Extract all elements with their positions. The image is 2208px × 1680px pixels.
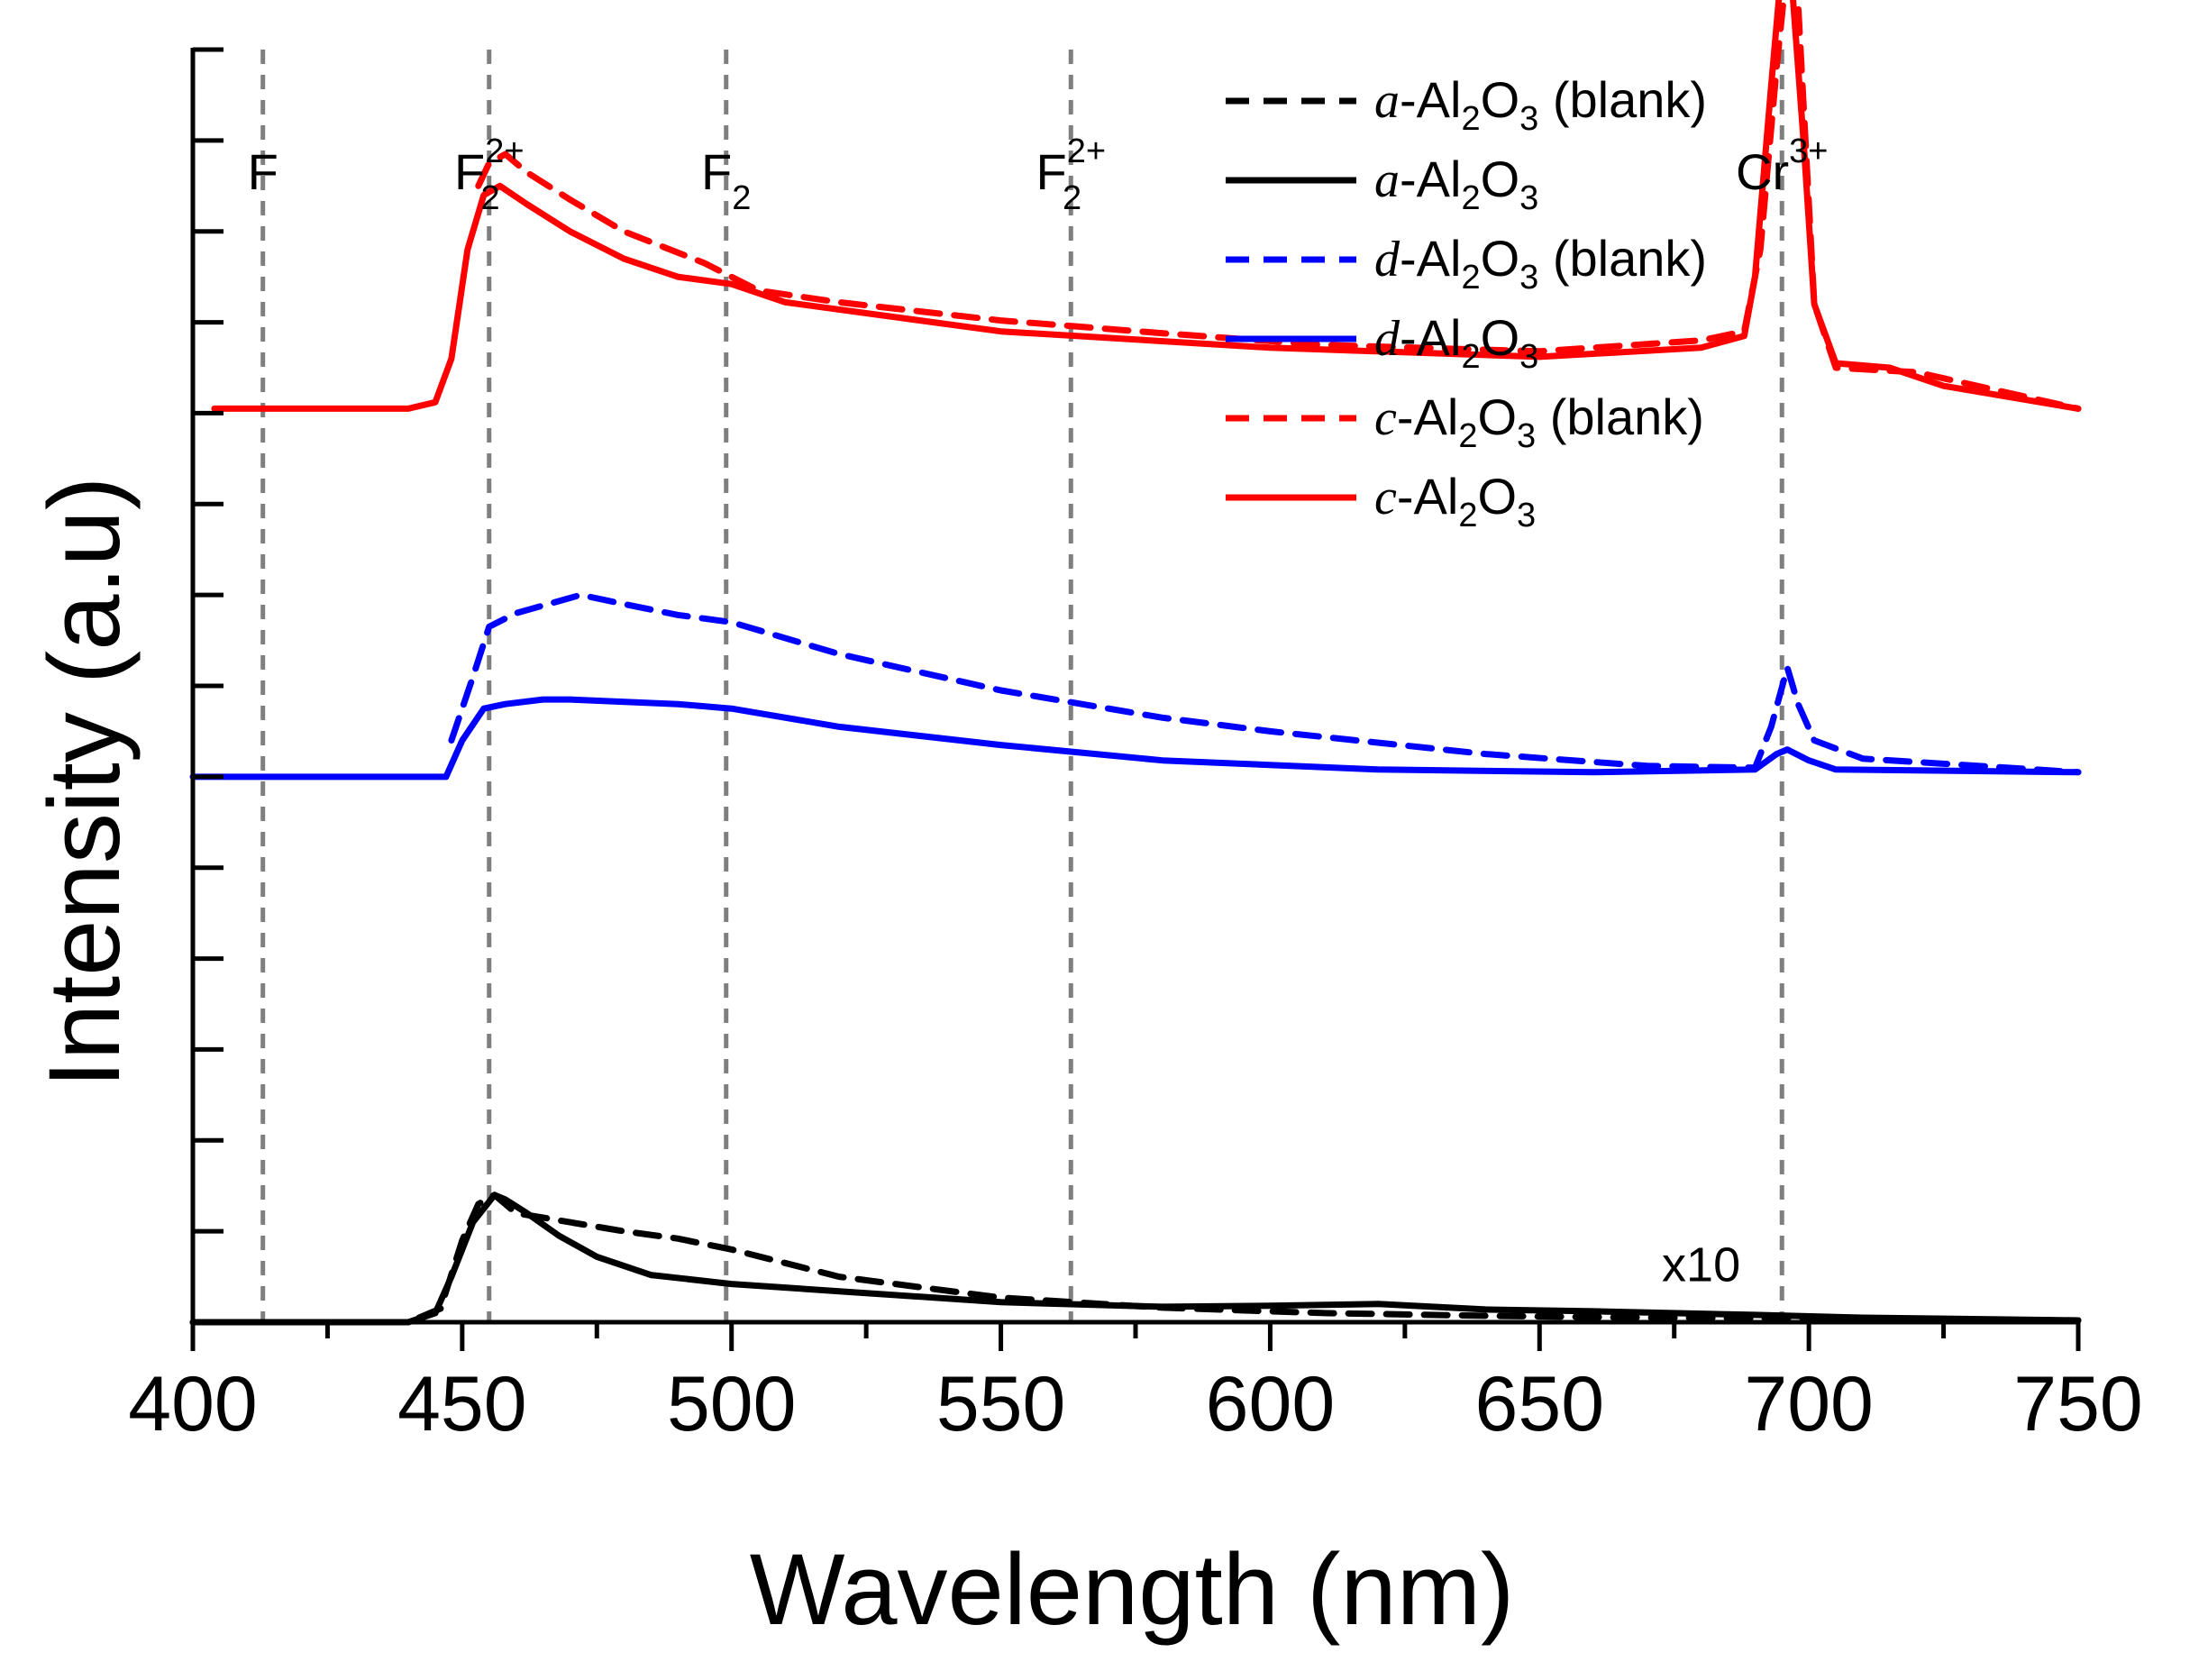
x-tick-label-2: 500: [667, 1361, 797, 1447]
x-tick-label-1: 450: [397, 1361, 527, 1447]
reference-label-3: F2+ 2: [1036, 132, 1107, 217]
x-tick-label-6: 700: [1744, 1361, 1874, 1447]
scale-factor-annotation: x10: [1662, 1238, 1740, 1292]
reference-label-1: F2+ 2: [454, 132, 525, 217]
series-line-2: [448, 591, 2082, 776]
legend-label-4: c-Al2O3 (blank): [1374, 388, 1704, 455]
x-tick-label-5: 650: [1475, 1361, 1605, 1447]
x-tick-label-7: 750: [2013, 1361, 2143, 1447]
series-line-1: [189, 1192, 2082, 1326]
reference-labels: F F2+ 2 F2 F2+ 2 Cr3+: [248, 132, 1829, 217]
reference-label-4: Cr3+: [1736, 132, 1828, 200]
legend: a-Al2O3 (blank) a-Al2O3 d-Al2O3 (blank) d-A…: [1226, 71, 1707, 534]
x-tick-label-4: 600: [1206, 1361, 1336, 1447]
reference-label-0: F: [248, 143, 278, 200]
axis-ticks: 400 450 500 550 600 650 700 750: [128, 47, 2143, 1447]
x-tick-label-0: 400: [128, 1361, 258, 1447]
series-lines: [189, 0, 2082, 1326]
x-tick-label-3: 550: [936, 1361, 1066, 1447]
reference-label-2: F2: [701, 143, 751, 217]
legend-label-1: a-Al2O3: [1374, 151, 1538, 217]
series-line-5: [211, 0, 2082, 412]
series-line-3: [189, 696, 2082, 781]
legend-label-2: d-Al2O3 (blank): [1374, 230, 1707, 297]
legend-label-5: c-Al2O3: [1374, 468, 1536, 534]
legend-label-3: d-Al2O3: [1374, 309, 1538, 376]
y-axis-title: Intensity (a.u): [28, 477, 141, 1089]
legend-label-0: a-Al2O3 (blank): [1374, 71, 1707, 138]
x-axis-title: Wavelength (nm): [750, 1533, 1515, 1646]
